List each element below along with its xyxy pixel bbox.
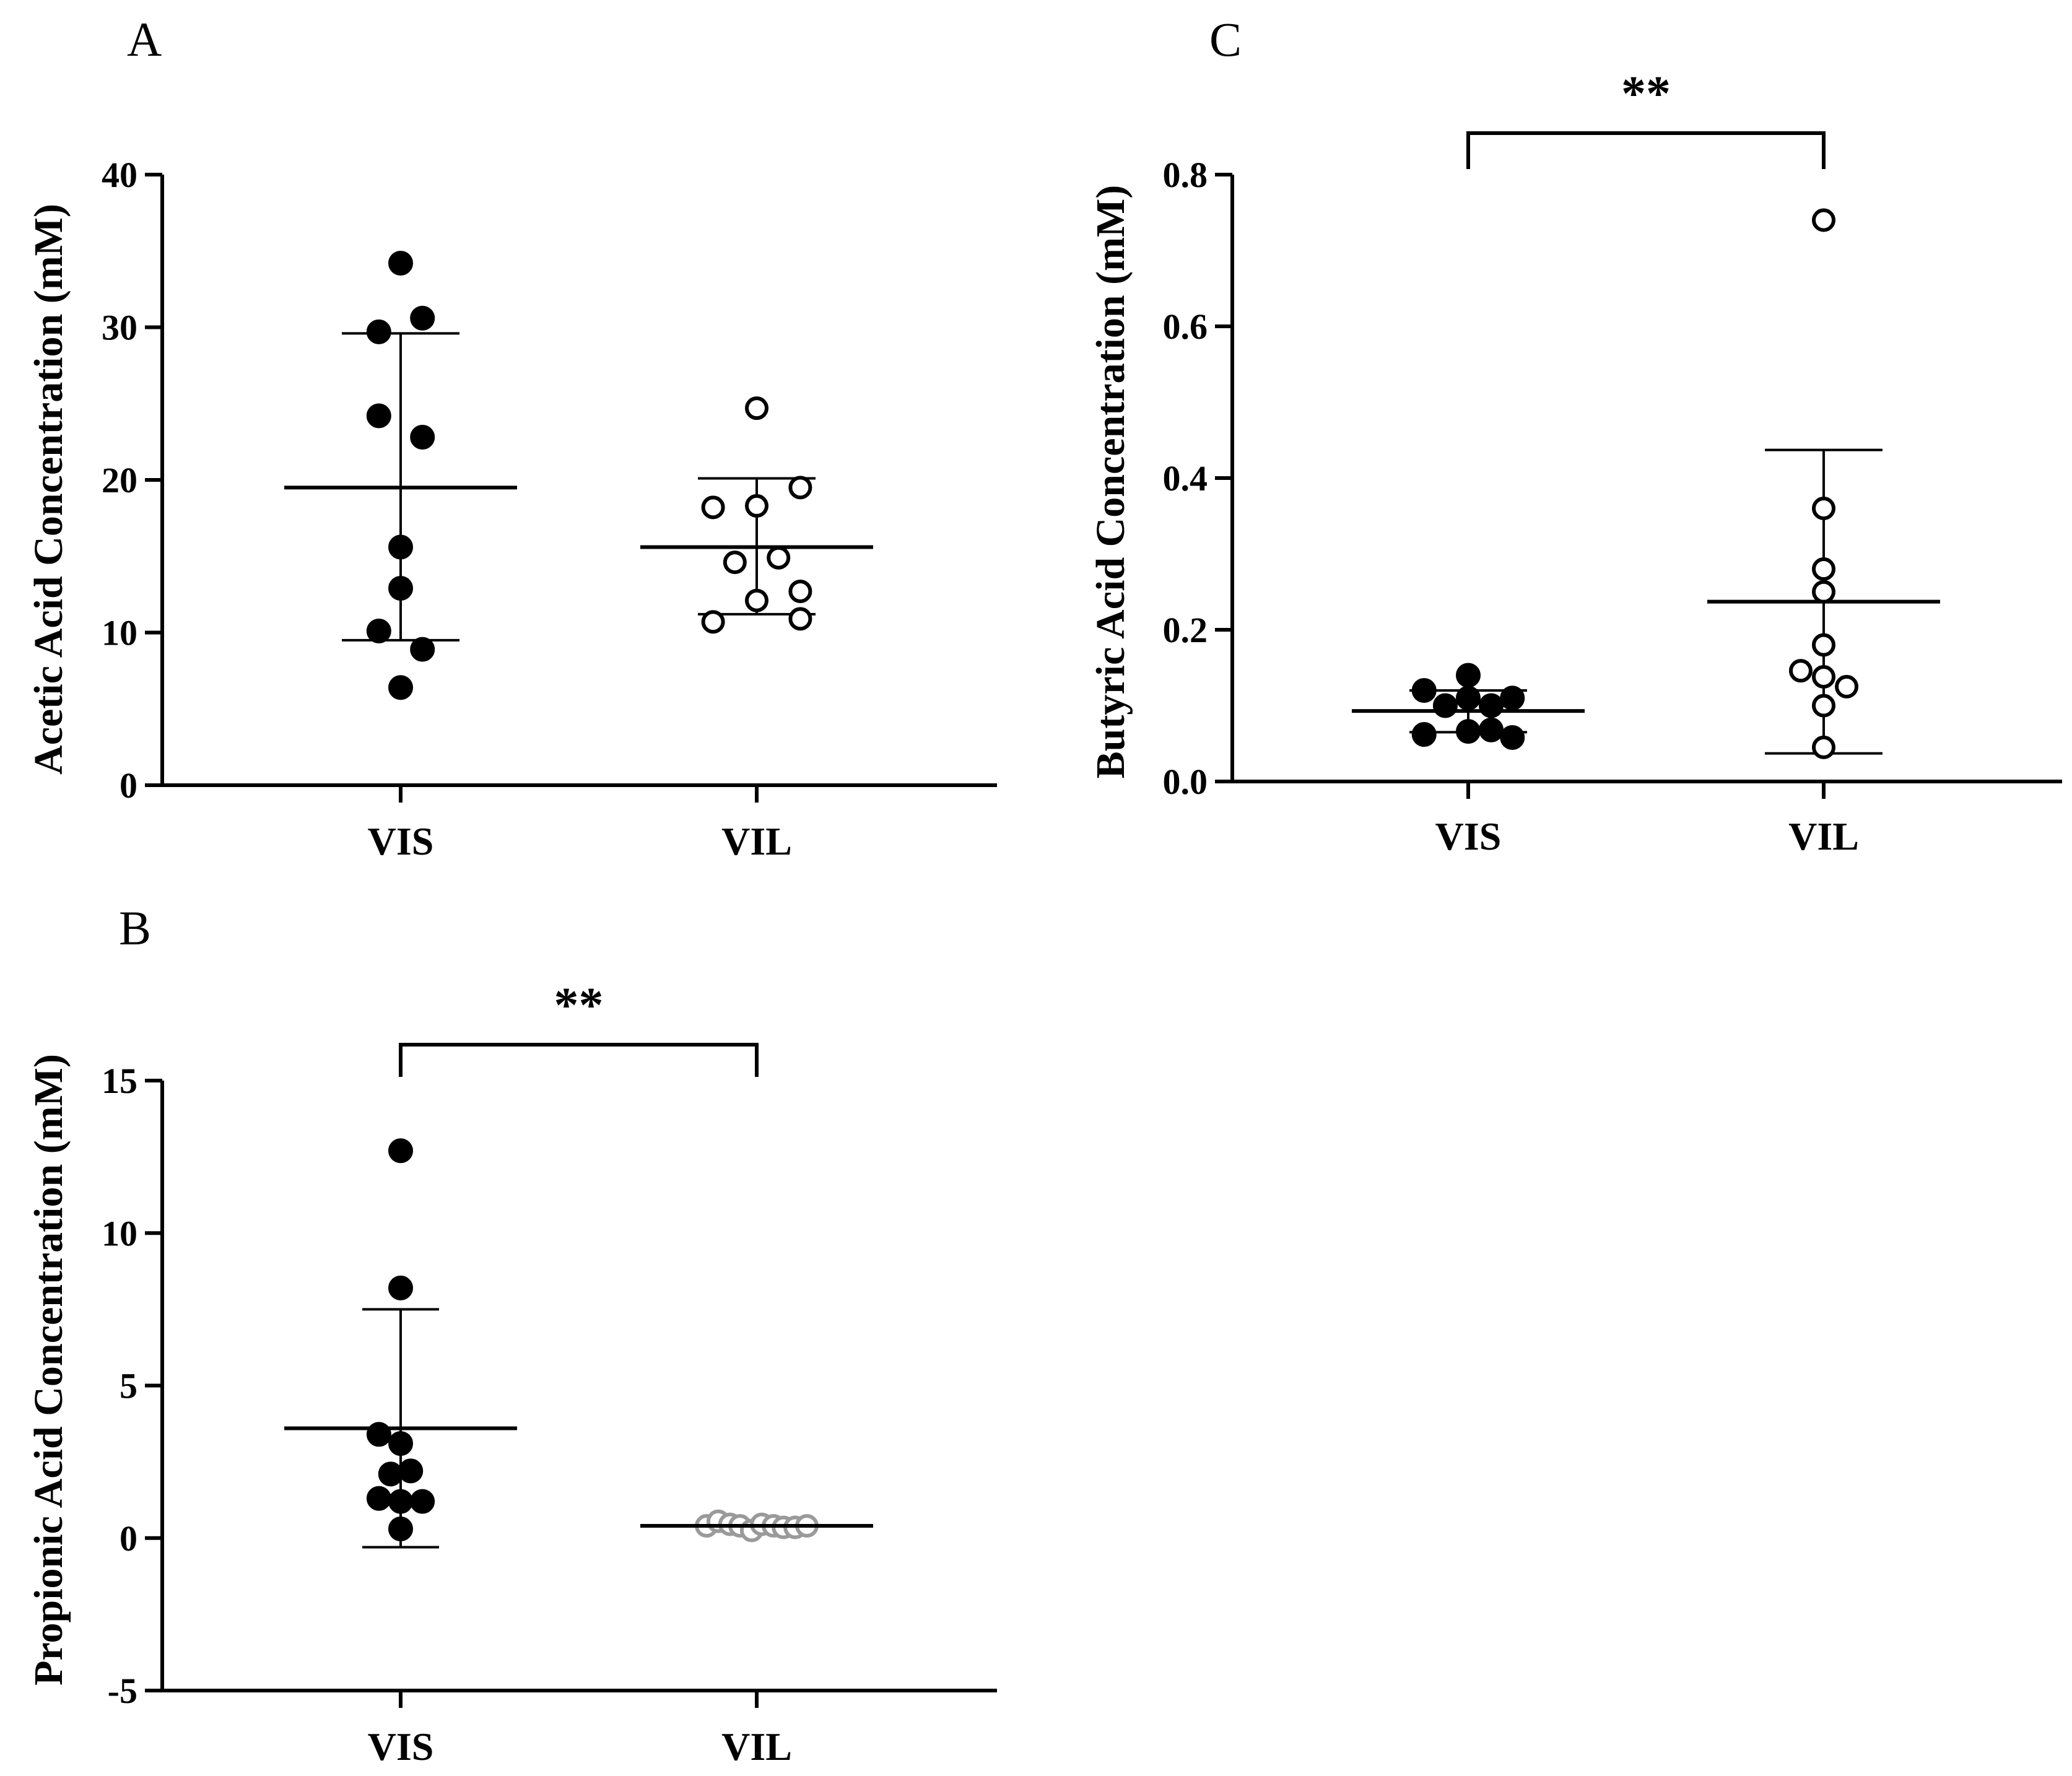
panel-a-y-tick-label: 20 bbox=[102, 460, 137, 500]
panel-a-vil-point bbox=[788, 476, 812, 500]
panel-b-vis-point bbox=[366, 1486, 391, 1511]
panel-b-bracket-line bbox=[399, 1043, 759, 1077]
panel-a-vis-point bbox=[366, 319, 391, 344]
panel-c-y-axis-title: Butyric Acid Concentration (mM) bbox=[1088, 185, 1133, 779]
panel-b-vis-point bbox=[388, 1138, 413, 1164]
panel-c-x-tick-label: VIS bbox=[1435, 814, 1502, 858]
panel-b-axes: -5 0 5 10 15 VIS VIL bbox=[102, 1061, 997, 1769]
panel-c-y-tick-label: 0.4 bbox=[1163, 458, 1208, 498]
panel-a-y-tick-label: 0 bbox=[120, 765, 137, 806]
panel-a: A Acetic Acid Concentration (mM) 0 10 20 30… bbox=[26, 12, 997, 863]
panel-a-letter: A bbox=[127, 12, 162, 66]
panel-c-vis-point bbox=[1479, 693, 1504, 718]
panel-a-vis-point bbox=[388, 675, 413, 700]
panel-b-y-tick-label: 15 bbox=[102, 1061, 137, 1101]
panel-b-vis-point bbox=[398, 1458, 424, 1484]
panel-c-vil-point bbox=[1812, 735, 1835, 759]
panel-a-vil-point bbox=[723, 551, 747, 575]
panel-b-x-tick-label: VIL bbox=[721, 1725, 792, 1769]
panel-a-vis-point bbox=[410, 424, 435, 450]
panel-c-vis-point bbox=[1479, 717, 1504, 742]
panel-b-y-tick-label: -5 bbox=[108, 1671, 137, 1711]
panel-c-vil-point bbox=[1788, 659, 1813, 683]
panel-a-y-tick-label: 10 bbox=[102, 613, 137, 653]
panel-a-x-tick-label: VIS bbox=[368, 819, 434, 863]
panel-a-vis-point bbox=[388, 534, 413, 560]
panel-a-vil-point bbox=[767, 546, 791, 570]
panel-c-vil-point bbox=[1812, 633, 1835, 657]
panel-b-vis-point bbox=[410, 1489, 435, 1514]
panel-c-vil-point bbox=[1812, 580, 1835, 604]
panel-c-y-tick-label: 0.0 bbox=[1163, 762, 1208, 802]
panel-a-vil-point bbox=[701, 610, 725, 634]
panel-b-x-tick-label: VIS bbox=[368, 1725, 434, 1769]
panel-c-vis-point bbox=[1456, 686, 1481, 711]
panel-c-vil-point bbox=[1812, 664, 1835, 689]
panel-a-vil-point bbox=[745, 396, 768, 420]
panel-c-vis-point bbox=[1500, 686, 1525, 711]
panel-b-vis-point bbox=[388, 1275, 413, 1300]
panel-c-letter: C bbox=[1209, 12, 1242, 66]
panel-b-vis-point bbox=[388, 1516, 413, 1541]
panel-a-vil-point bbox=[745, 588, 768, 612]
panel-c-significance-bracket: ** bbox=[1466, 67, 1826, 169]
panel-b-y-tick-label: 5 bbox=[120, 1366, 137, 1406]
panel-a-vis-point bbox=[366, 619, 391, 644]
panel-c-vis-point bbox=[1411, 722, 1437, 747]
panel-a-y-axis-title: Acetic Acid Concentration (mM) bbox=[26, 204, 71, 775]
panel-b-y-axis-title: Propionic Acid Concentration (mM) bbox=[26, 1054, 71, 1686]
panel-a-vis-point bbox=[388, 250, 413, 276]
panel-b-data: ** bbox=[284, 978, 873, 1549]
panel-a-x-tick-label: VIL bbox=[721, 819, 792, 863]
panel-c-data: ** bbox=[1352, 67, 1940, 759]
panel-a-vil-point bbox=[788, 579, 812, 603]
panel-a-vil-point bbox=[701, 495, 725, 520]
panel-c-y-tick-label: 0.2 bbox=[1163, 610, 1208, 650]
panel-a-vis-point bbox=[410, 637, 435, 662]
panel-b-vis-point bbox=[366, 1422, 391, 1447]
panel-a-vis-point bbox=[410, 305, 435, 331]
panel-c-bracket-line bbox=[1466, 131, 1826, 169]
panel-b-y-tick-label: 0 bbox=[120, 1518, 137, 1559]
panel-a-y-tick-label: 30 bbox=[102, 308, 137, 348]
panel-a-axes: 0 10 20 30 40 VIS VIL bbox=[102, 155, 997, 863]
panel-b-letter: B bbox=[119, 901, 151, 955]
panel-c-vis-point bbox=[1456, 663, 1481, 688]
panel-b-y-tick-label: 10 bbox=[102, 1213, 137, 1253]
panel-b-significance-label: ** bbox=[554, 978, 604, 1033]
panel-a-vis-point bbox=[366, 403, 391, 429]
panel-c-y-tick-label: 0.8 bbox=[1163, 155, 1208, 195]
panel-a-y-tick-label: 40 bbox=[102, 155, 137, 195]
panel-c-vis-point bbox=[1411, 678, 1437, 703]
panel-c-vis-point bbox=[1456, 719, 1481, 744]
panel-c-axes: 0.0 0.2 0.4 0.6 0.8 VIS VIL bbox=[1163, 155, 2062, 858]
panel-b-vis-point bbox=[388, 1489, 413, 1514]
panel-b-significance-bracket: ** bbox=[399, 978, 759, 1077]
panel-c-vil-point bbox=[1812, 497, 1835, 520]
panel-c: C Butyric Acid Concentration (mM) 0.0 0.2… bbox=[1088, 12, 2062, 858]
panel-c-y-tick-label: 0.6 bbox=[1163, 307, 1208, 347]
panel-b-vis-point bbox=[388, 1431, 413, 1456]
panel-c-vil-point bbox=[1812, 557, 1835, 581]
panel-a-vis-point bbox=[388, 576, 413, 601]
panel-b: B Propionic Acid Concentration (mM) -5 0 5… bbox=[26, 901, 997, 1769]
panel-c-significance-label: ** bbox=[1621, 67, 1671, 121]
panel-c-x-tick-label: VIL bbox=[1788, 814, 1859, 858]
panel-a-vil-point bbox=[745, 494, 768, 518]
panel-c-vil-point bbox=[1835, 674, 1859, 699]
panel-c-vil-point bbox=[1812, 208, 1835, 232]
panel-c-vil-point bbox=[1812, 694, 1835, 718]
panel-c-vis-point bbox=[1432, 693, 1458, 718]
panel-a-vil-point bbox=[788, 607, 812, 631]
panel-c-vis-point bbox=[1500, 725, 1525, 750]
panel-a-data bbox=[284, 250, 873, 700]
